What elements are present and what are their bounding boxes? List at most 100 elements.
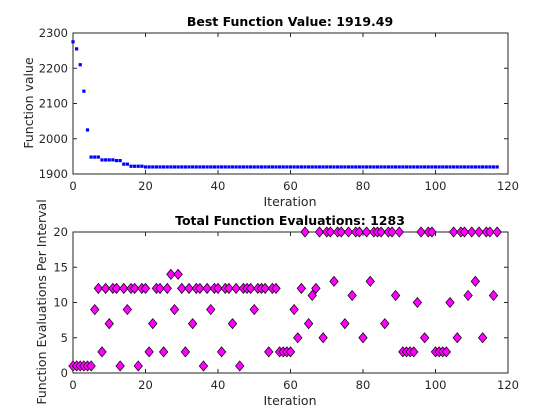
data-point: [85, 128, 90, 132]
data-point: [166, 268, 176, 280]
plot2-points: [68, 226, 502, 372]
data-point: [169, 165, 173, 169]
x-tick-label: 100: [425, 378, 447, 392]
data-point: [307, 165, 311, 169]
data-point: [310, 165, 314, 169]
function-evaluations-plot: Total Function Evaluations: 1283 Iterati…: [34, 199, 519, 408]
data-point: [194, 165, 198, 169]
data-point: [155, 282, 165, 294]
data-point: [97, 346, 107, 358]
data-point: [380, 318, 390, 330]
data-point: [144, 346, 154, 358]
data-point: [433, 165, 438, 169]
data-point: [104, 318, 114, 330]
data-point: [71, 40, 75, 44]
data-point: [463, 289, 473, 301]
plot2-title: Total Function Evaluations: 1283: [175, 213, 405, 228]
data-point: [317, 165, 322, 169]
data-point: [404, 165, 409, 169]
data-point: [437, 165, 441, 169]
data-point: [154, 165, 158, 169]
data-point: [408, 165, 412, 169]
x-tick-label: 120: [497, 179, 519, 193]
data-point: [459, 226, 470, 238]
data-point: [278, 165, 282, 169]
data-point: [180, 346, 191, 358]
data-point: [133, 164, 137, 168]
data-point: [441, 165, 445, 169]
data-point: [419, 332, 430, 344]
data-point: [303, 318, 314, 330]
data-point: [357, 165, 361, 169]
data-point: [172, 165, 177, 169]
data-point: [361, 226, 372, 238]
data-point: [455, 165, 459, 169]
data-point: [176, 165, 180, 169]
data-point: [122, 162, 126, 166]
data-point: [249, 304, 259, 316]
data-point: [162, 282, 172, 294]
data-point: [340, 318, 350, 330]
data-point: [213, 282, 223, 294]
data-point: [311, 282, 321, 294]
data-point: [227, 318, 238, 330]
data-point: [325, 226, 336, 238]
data-point: [220, 165, 224, 169]
data-point: [318, 332, 328, 344]
data-point: [119, 282, 129, 294]
data-point: [477, 165, 481, 169]
data-point: [401, 165, 405, 169]
data-point: [387, 226, 397, 238]
data-point: [169, 304, 180, 316]
data-point: [365, 275, 375, 287]
y-tick-label: 0: [61, 366, 68, 380]
data-point: [184, 282, 194, 294]
data-point: [328, 165, 332, 169]
data-point: [296, 282, 307, 294]
data-point: [231, 282, 241, 294]
data-point: [75, 47, 79, 51]
data-point: [241, 165, 245, 169]
data-point: [390, 165, 394, 169]
data-point: [347, 289, 357, 301]
plot2-ylabel: Function Evaluations Per Interval: [34, 199, 49, 404]
y-tick-label: 2000: [39, 132, 68, 146]
data-point: [354, 226, 365, 238]
data-point: [300, 226, 310, 238]
x-tick-label: 0: [69, 179, 76, 193]
data-point: [339, 165, 343, 169]
data-point: [350, 165, 354, 169]
y-tick-label: 5: [61, 331, 68, 345]
data-point: [158, 165, 162, 169]
plot2-ticks: 0 20 40 60 80 100 120 0 5 10 15 20: [53, 225, 519, 392]
data-point: [307, 289, 317, 301]
data-point: [354, 165, 358, 169]
data-point: [93, 155, 97, 159]
plot1-title: Best Function Value: 1919.49: [187, 14, 393, 29]
data-point: [82, 89, 86, 93]
data-point: [419, 165, 423, 169]
data-point: [346, 165, 351, 169]
data-point: [285, 165, 289, 169]
data-point: [122, 304, 133, 316]
data-point: [448, 226, 459, 238]
data-point: [158, 346, 169, 358]
data-point: [195, 282, 205, 294]
data-point: [245, 282, 256, 294]
data-point: [299, 165, 303, 169]
data-point: [100, 158, 104, 162]
plot1-xlabel: Iteration: [263, 194, 316, 209]
data-point: [288, 165, 293, 169]
data-point: [205, 165, 209, 169]
data-point: [148, 318, 158, 330]
data-point: [209, 165, 213, 169]
data-point: [187, 165, 191, 169]
data-point: [321, 165, 325, 169]
data-point: [86, 360, 96, 372]
plot1-ylabel: Function value: [21, 57, 36, 149]
data-point: [230, 165, 235, 169]
data-point: [474, 226, 484, 238]
data-point: [492, 226, 502, 238]
data-point: [445, 296, 455, 309]
